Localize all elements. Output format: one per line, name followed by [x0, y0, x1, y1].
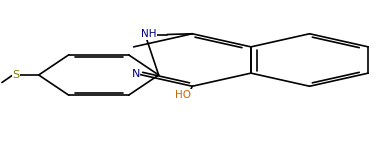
Text: N: N [132, 69, 140, 79]
Text: HO: HO [175, 90, 192, 99]
Text: S: S [13, 70, 20, 80]
Text: NH: NH [141, 29, 157, 39]
